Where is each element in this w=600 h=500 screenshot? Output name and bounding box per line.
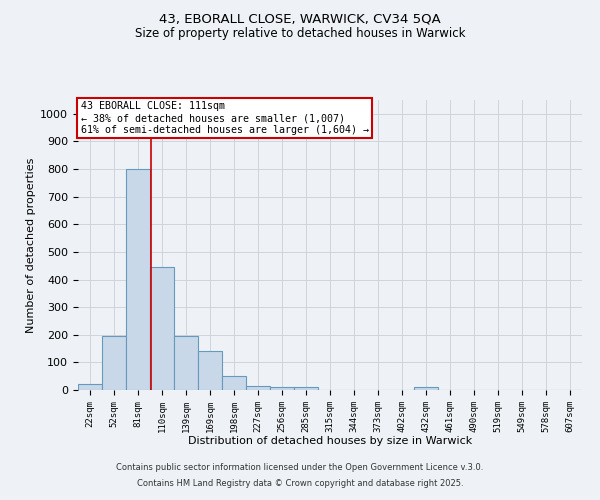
Bar	[270, 386, 294, 390]
Text: 43, EBORALL CLOSE, WARWICK, CV34 5QA: 43, EBORALL CLOSE, WARWICK, CV34 5QA	[159, 12, 441, 26]
Text: Contains public sector information licensed under the Open Government Licence v.: Contains public sector information licen…	[116, 464, 484, 472]
Bar	[126, 169, 150, 390]
Bar	[294, 386, 318, 390]
Bar	[198, 351, 222, 390]
Bar	[150, 267, 174, 390]
Y-axis label: Number of detached properties: Number of detached properties	[26, 158, 36, 332]
Bar	[246, 386, 270, 390]
Bar	[174, 336, 198, 390]
Text: 43 EBORALL CLOSE: 111sqm
← 38% of detached houses are smaller (1,007)
61% of sem: 43 EBORALL CLOSE: 111sqm ← 38% of detach…	[80, 102, 368, 134]
X-axis label: Distribution of detached houses by size in Warwick: Distribution of detached houses by size …	[188, 436, 472, 446]
Bar	[414, 387, 438, 390]
Text: Size of property relative to detached houses in Warwick: Size of property relative to detached ho…	[135, 28, 465, 40]
Bar	[78, 384, 102, 390]
Bar	[102, 336, 126, 390]
Bar	[222, 376, 246, 390]
Text: Contains HM Land Registry data © Crown copyright and database right 2025.: Contains HM Land Registry data © Crown c…	[137, 478, 463, 488]
